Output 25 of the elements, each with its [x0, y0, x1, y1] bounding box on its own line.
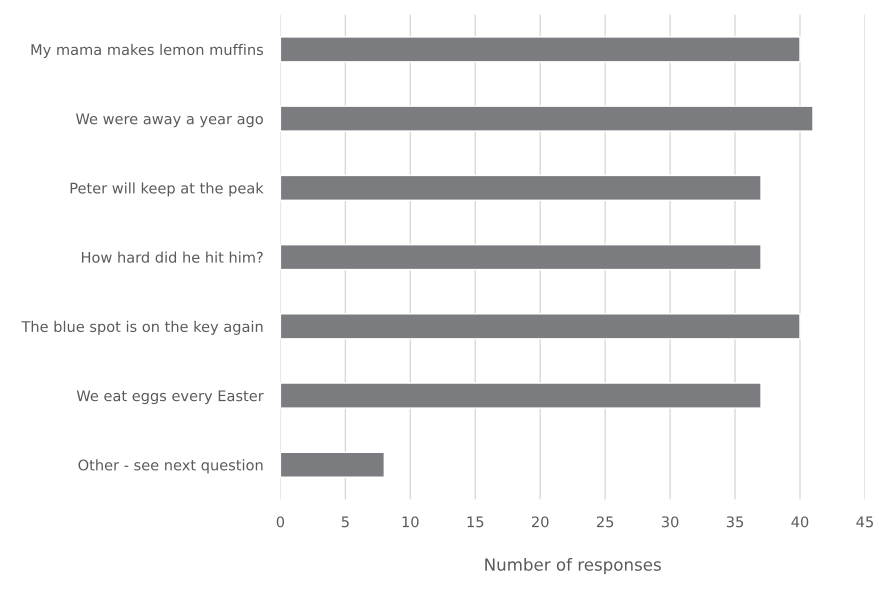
- x-tick-label: 0: [276, 516, 284, 528]
- y-tick-label: We eat eggs every Easter: [76, 390, 264, 404]
- y-tick-label: Peter will keep at the peak: [70, 182, 264, 196]
- x-tick-label: 20: [532, 516, 549, 528]
- x-tick-label: 25: [596, 516, 614, 528]
- x-tick-label: 30: [662, 516, 678, 528]
- y-tick-label: We were away a year ago: [76, 114, 263, 128]
- x-tick-label: 10: [402, 516, 419, 528]
- bar: [280, 452, 386, 478]
- x-tick-label: 15: [468, 516, 484, 528]
- bar: [280, 174, 762, 202]
- y-tick-label: The blue spot is on the key again: [21, 320, 262, 335]
- bar: [280, 313, 801, 340]
- x-tick-label: 40: [791, 516, 808, 528]
- x-tick-label: 45: [856, 516, 873, 528]
- y-tick-label: My mama makes lemon muffins: [32, 44, 264, 58]
- bar: [280, 244, 762, 270]
- x-axis-title: Number of responses: [485, 558, 661, 574]
- x-tick-label: 35: [726, 516, 744, 528]
- bar: [280, 36, 801, 63]
- y-tick-label: Other - see next question: [78, 459, 262, 474]
- bar: [280, 105, 814, 132]
- y-tick-label: How hard did he hit him?: [82, 252, 263, 263]
- x-tick-label: 5: [342, 516, 349, 528]
- bar: [280, 382, 762, 409]
